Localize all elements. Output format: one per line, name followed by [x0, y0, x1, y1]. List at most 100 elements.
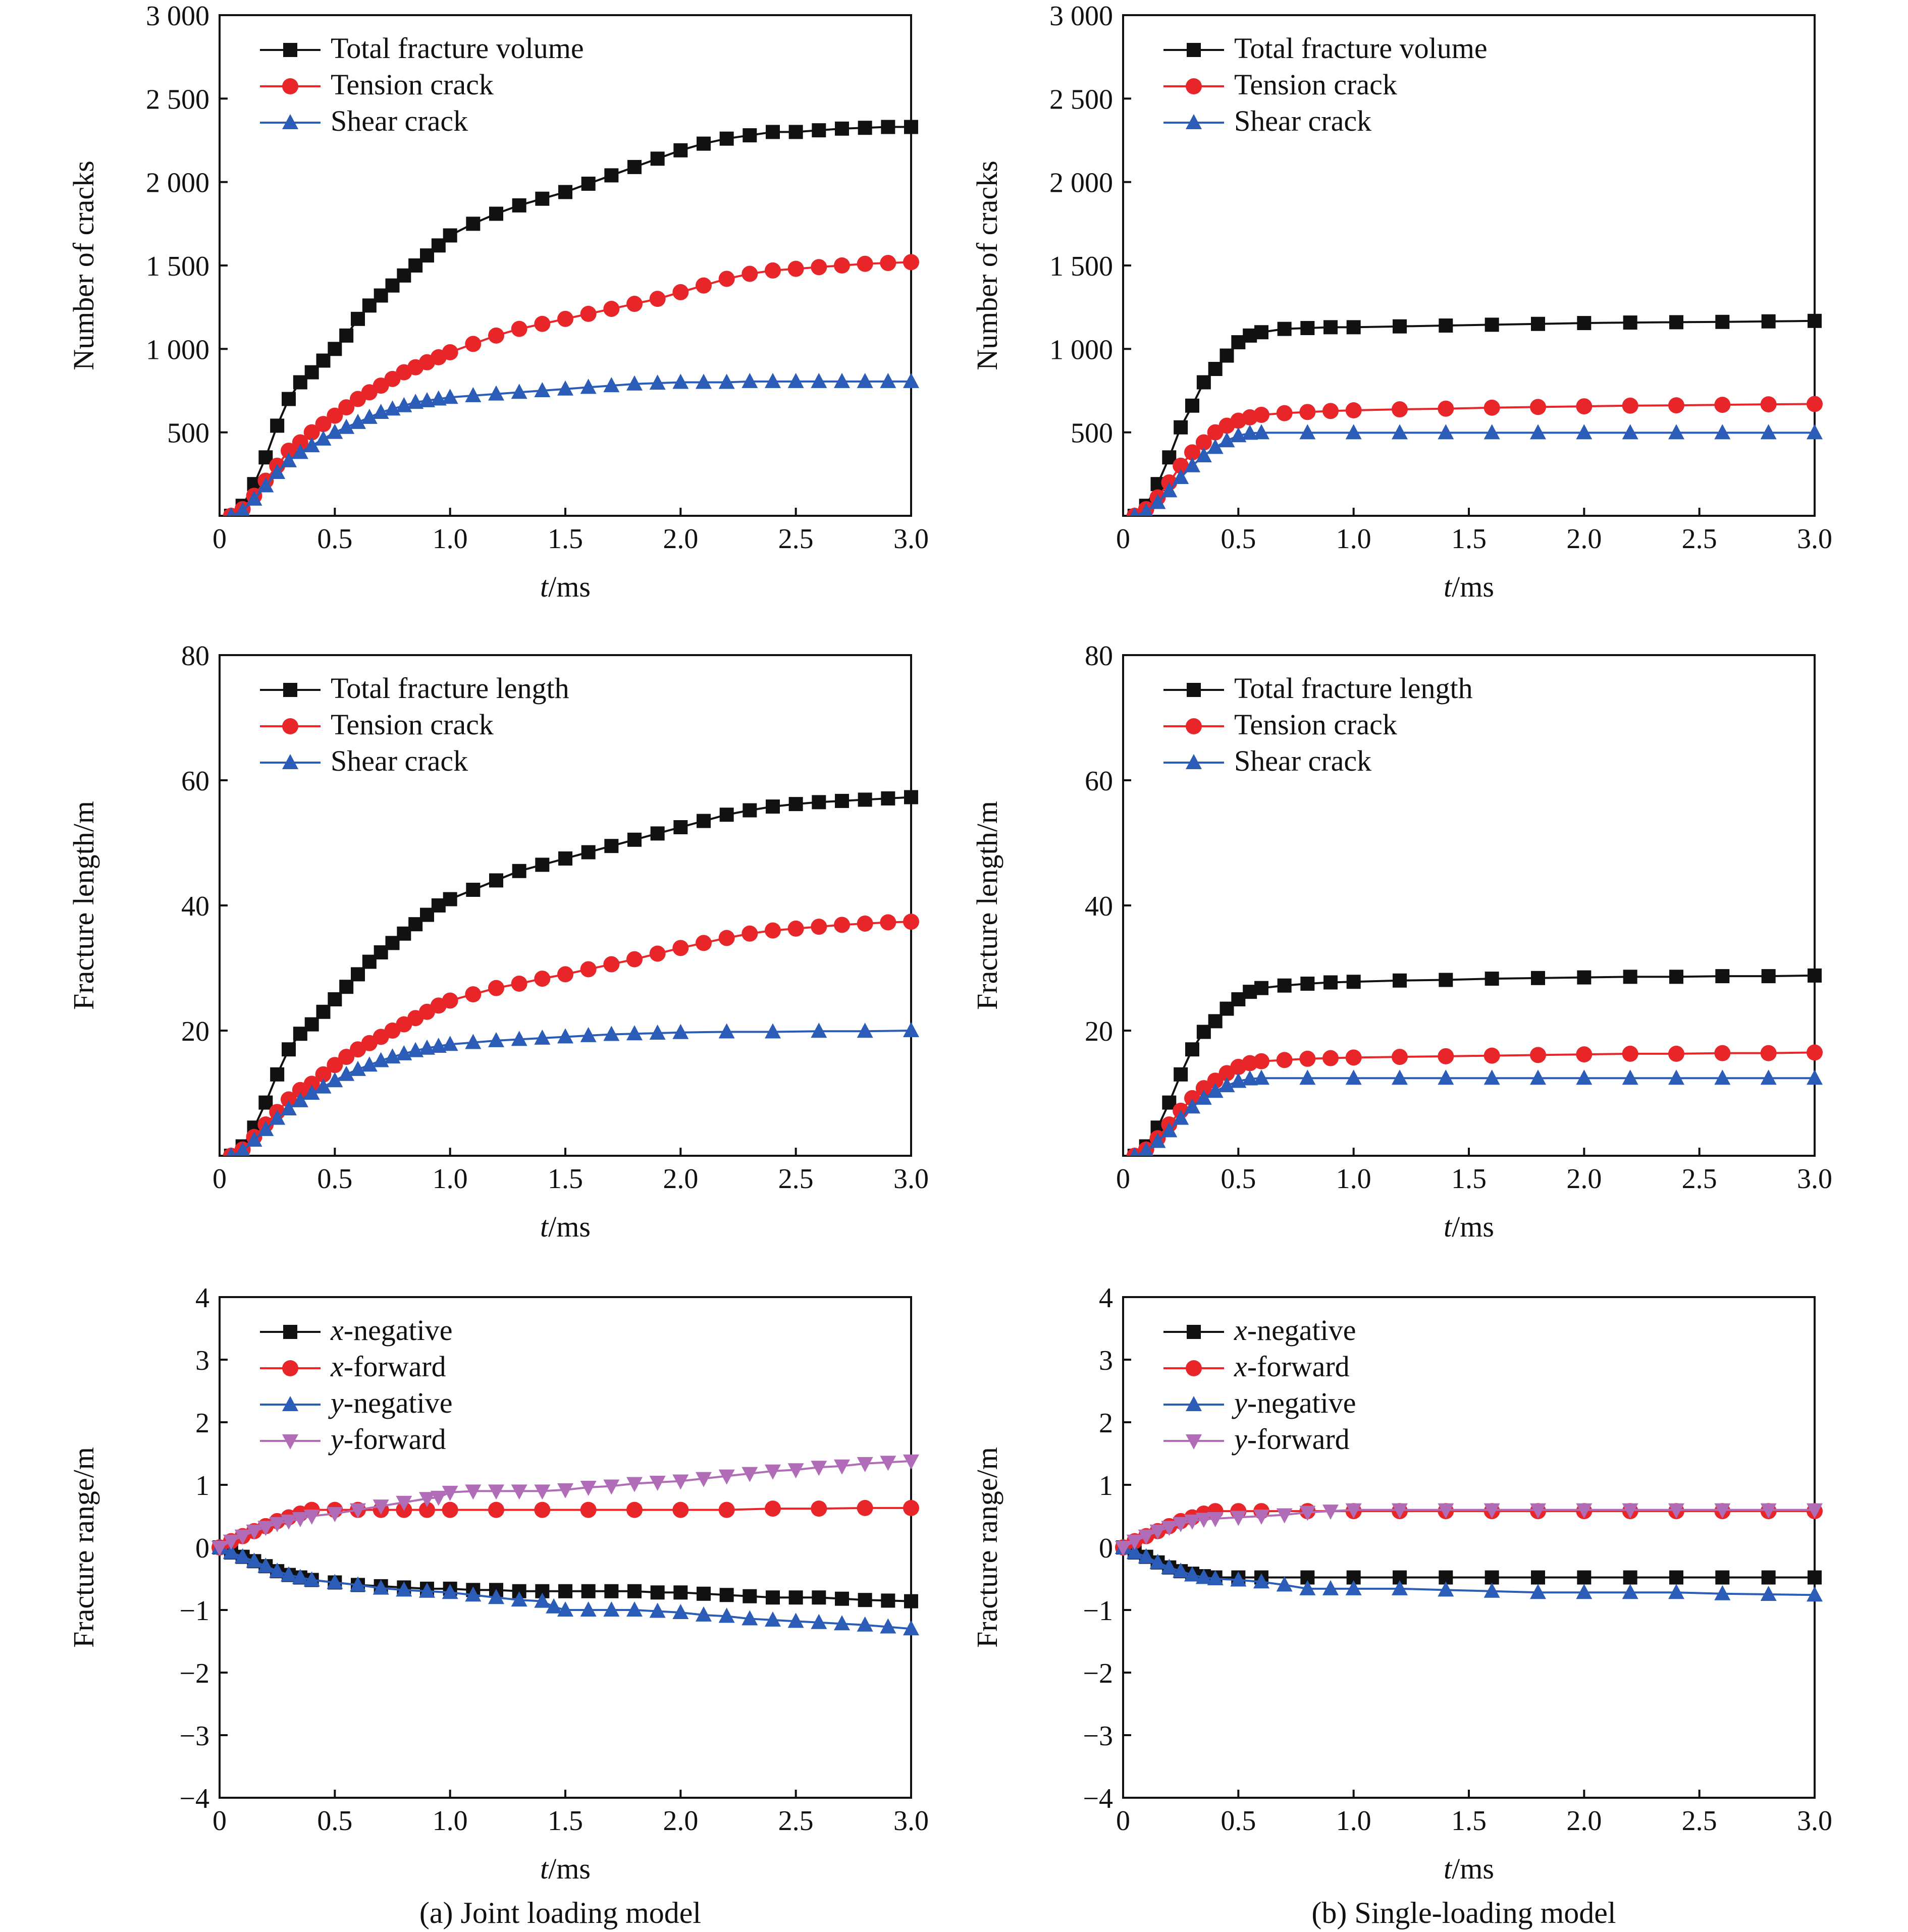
series-shear-crack	[226, 372, 919, 516]
data-point	[1438, 1069, 1454, 1085]
y-tick-label: 1 500	[1049, 251, 1113, 282]
data-point	[442, 1036, 458, 1051]
data-point	[1299, 1050, 1316, 1067]
data-point	[1184, 457, 1200, 472]
legend-label-shear-crack: Shear crack	[331, 104, 468, 137]
data-point	[741, 1467, 758, 1482]
data-point	[604, 1584, 619, 1598]
y-tick-label: 80	[181, 640, 209, 672]
data-point	[881, 791, 895, 806]
x-tick-label: 0.5	[317, 523, 352, 555]
chart-panel-b-top: 0 0.5 1.0 1.5 2.0 2.5 3.0 500 1 000 1 500 2 000 2 5…	[971, 1, 1832, 603]
chart-panel-b-bottom: 0 0.5 1.0 1.5 2.0 2.5 3.0 −4 −3 −2 −1 0 1 2 3 4 t/ms Frac…	[971, 1282, 1832, 1885]
x-tick-label: 3.0	[893, 523, 929, 555]
data-point	[650, 1585, 665, 1600]
data-point	[281, 1091, 297, 1108]
data-point	[857, 255, 873, 272]
series-tension-crack	[1126, 396, 1823, 516]
data-point	[649, 1602, 666, 1618]
data-point	[741, 1610, 758, 1626]
data-point	[1668, 424, 1684, 440]
x-tick-label: 3.0	[893, 1163, 929, 1195]
x-tick-label: 3.0	[1797, 1805, 1832, 1837]
x-tick-label: 2.0	[663, 1163, 698, 1195]
data-point	[1207, 1512, 1224, 1527]
data-point	[1277, 978, 1292, 993]
x-tick-label: 0	[213, 1163, 227, 1195]
y-tick-label: 1	[195, 1470, 209, 1501]
data-point	[1714, 1585, 1731, 1600]
series-shear-crack	[226, 1022, 919, 1156]
x-tick-label: 1.0	[1336, 1163, 1371, 1195]
data-point	[269, 1109, 286, 1125]
data-point	[580, 379, 597, 394]
data-point	[442, 1584, 458, 1599]
data-point	[672, 1603, 689, 1619]
data-point	[419, 1039, 435, 1055]
data-point	[1668, 1503, 1684, 1519]
data-point	[812, 123, 826, 138]
data-point	[1115, 1541, 1131, 1556]
data-point	[626, 375, 643, 391]
data-point	[650, 826, 665, 841]
data-point	[718, 373, 735, 389]
data-point	[327, 1057, 343, 1074]
data-point	[1276, 405, 1293, 421]
series-line-shear-crack	[1134, 432, 1815, 516]
data-point	[649, 945, 666, 962]
data-point	[787, 920, 804, 937]
data-point	[535, 857, 550, 872]
series-x-forward	[1115, 1503, 1823, 1555]
data-point	[1253, 1069, 1269, 1085]
data-point	[1576, 398, 1593, 415]
legend-marker-shear-crack	[282, 114, 298, 129]
legend-label-total-fracture-volume: Total fracture volume	[331, 32, 584, 65]
x-tick-label: 2.0	[1566, 1805, 1602, 1837]
series-y-forward	[211, 1454, 919, 1556]
data-point	[880, 914, 896, 931]
data-point	[1576, 424, 1593, 440]
data-point	[857, 372, 873, 388]
x-tick-label: 2.5	[1682, 523, 1717, 555]
legend-label-x-negative: x-negative	[1234, 1314, 1356, 1347]
data-point	[673, 820, 688, 834]
data-point	[1207, 1072, 1224, 1089]
data-point	[903, 1454, 919, 1470]
data-point	[1195, 1089, 1212, 1105]
data-point	[1622, 424, 1638, 440]
data-point	[1174, 1067, 1188, 1082]
data-point	[1161, 1521, 1178, 1536]
data-point	[1253, 406, 1269, 423]
data-point	[407, 1042, 424, 1057]
x-tick-label: 0	[1116, 1163, 1130, 1195]
y-tick-label: 1 500	[146, 251, 209, 282]
data-point	[558, 851, 572, 866]
data-point	[603, 1479, 620, 1495]
data-point	[673, 1585, 688, 1600]
data-point	[351, 311, 365, 326]
y-axis-title: Number of cracks	[67, 160, 100, 370]
x-tick-label: 0	[213, 1805, 227, 1837]
data-point	[673, 143, 688, 157]
data-point	[1531, 971, 1545, 985]
data-point	[270, 418, 285, 433]
data-point	[1242, 424, 1258, 440]
data-point	[1668, 1584, 1684, 1599]
data-point	[350, 1503, 366, 1519]
data-point	[1438, 1048, 1454, 1064]
data-point	[1345, 402, 1362, 419]
data-point	[373, 1579, 389, 1595]
data-point	[1439, 318, 1453, 333]
data-point	[315, 430, 332, 446]
data-point	[719, 1588, 734, 1602]
data-point	[1207, 1083, 1224, 1098]
caption-joint-loading: (a) Joint loading model	[419, 1896, 701, 1929]
data-point	[512, 864, 526, 878]
data-point	[1230, 427, 1247, 443]
data-point	[1485, 972, 1499, 986]
data-point	[1230, 1072, 1247, 1088]
data-point	[1576, 1046, 1593, 1063]
